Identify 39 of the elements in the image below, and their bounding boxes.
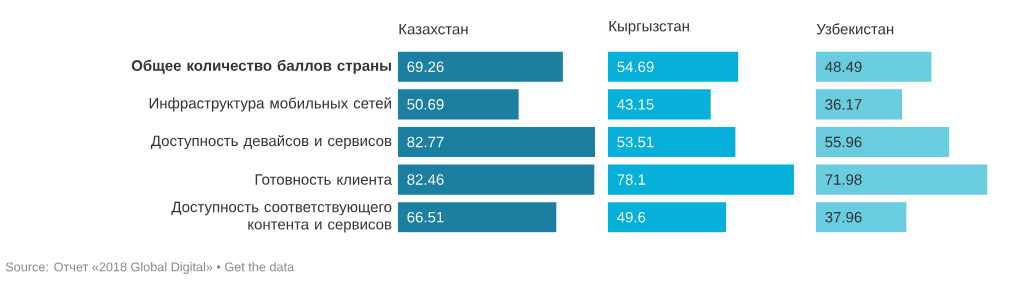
- data-label: 50.69: [407, 99, 444, 110]
- data-label: 78.1: [617, 174, 646, 185]
- bar: [398, 89, 519, 120]
- bar: [816, 51, 932, 82]
- data-label: 82.77: [407, 136, 444, 148]
- bar: [816, 89, 903, 120]
- bar: [398, 164, 595, 195]
- y-tick-label: Общее количество баллов страны: [131, 59, 391, 74]
- data-label: 71.98: [825, 174, 862, 185]
- data-label: 37.96: [825, 211, 862, 223]
- bar: [398, 202, 557, 233]
- data-label: 36.17: [825, 99, 862, 110]
- bar: [608, 164, 794, 195]
- bar: [816, 202, 907, 233]
- data-label: 49.6: [617, 211, 646, 223]
- bar: [608, 126, 736, 158]
- data-label: 82.46: [407, 174, 444, 185]
- data-label: 48.49: [825, 61, 862, 73]
- chart-title: Кыргызстан: [609, 20, 689, 35]
- bar: [816, 126, 950, 158]
- bar: [398, 126, 596, 158]
- data-label: 69.26: [407, 61, 444, 73]
- bar: [608, 89, 711, 120]
- y-tick-label: Инфраструктура мобильных сетей: [149, 97, 391, 112]
- bar: [816, 164, 988, 195]
- data-label: 53.51: [617, 136, 654, 148]
- data-label: 54.69: [617, 61, 654, 73]
- data-label: 43.15: [617, 99, 654, 110]
- source-note: Source: Отчет «2018 Global Digital» • Get the data: [5, 262, 295, 274]
- y-tick-label: Доступность девайсов и сервисов: [150, 134, 392, 150]
- chart-title: Казахстан: [399, 23, 468, 35]
- chart-title: Узбекистан: [816, 23, 894, 35]
- data-label: 66.51: [407, 211, 444, 223]
- bar: [608, 202, 727, 233]
- bar: [398, 51, 563, 82]
- y-tick-label: Готовность клиента: [255, 174, 392, 185]
- data-label: 55.96: [825, 136, 862, 148]
- y-tick-label: Доступность соответствующего контента и сервисов: [171, 201, 392, 233]
- bar: [608, 51, 739, 82]
